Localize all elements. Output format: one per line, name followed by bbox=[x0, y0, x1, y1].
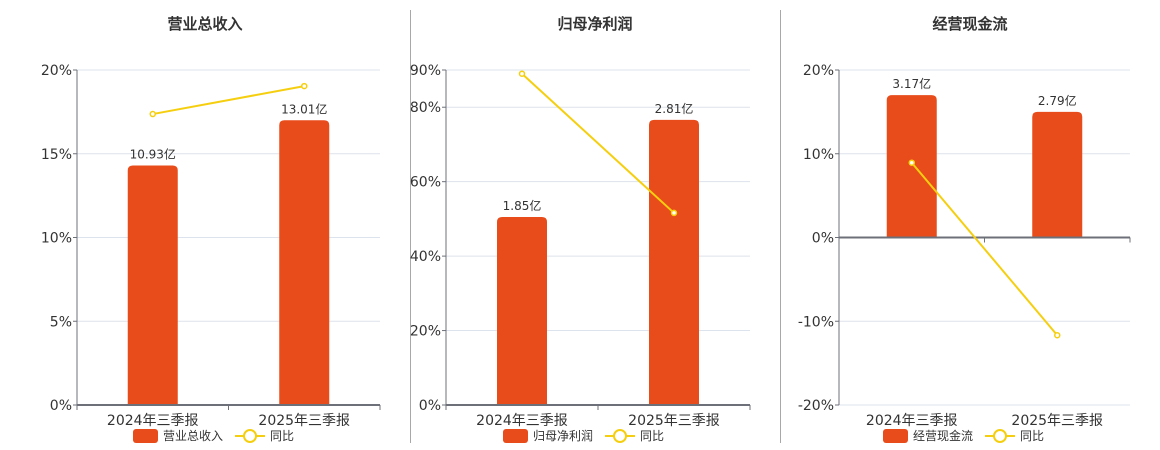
legend-label: 营业总收入 bbox=[163, 429, 224, 443]
y-tick-label: 0% bbox=[50, 398, 72, 414]
panel-divider-2 bbox=[780, 10, 781, 443]
x-tick-label: 2025年三季报 bbox=[1011, 413, 1103, 429]
legend-item-line[interactable]: 同比 bbox=[985, 427, 1044, 444]
x-tick-label: 2024年三季报 bbox=[107, 413, 199, 429]
bar[interactable] bbox=[127, 165, 178, 405]
bar-swatch-icon bbox=[883, 428, 908, 443]
legend-label: 经营现金流 bbox=[913, 429, 974, 443]
legend-item-line[interactable]: 同比 bbox=[605, 427, 664, 444]
x-tick-label: 2025年三季报 bbox=[258, 413, 350, 429]
y-tick-label: -10% bbox=[798, 314, 834, 330]
yoy-line bbox=[152, 85, 305, 116]
y-tick-label: -20% bbox=[798, 398, 834, 414]
yoy-line bbox=[521, 72, 675, 214]
chart-panel-net-profit: 归母净利润 bbox=[410, 0, 780, 450]
bar[interactable] bbox=[649, 119, 699, 405]
chart-legend-cash-flow[interactable]: 经营现金流 同比 bbox=[883, 427, 1050, 444]
yoy-point[interactable] bbox=[908, 159, 915, 166]
chart-title: 经营现金流 bbox=[932, 15, 1008, 33]
yoy-point[interactable] bbox=[670, 209, 678, 217]
panel-divider-1 bbox=[410, 10, 411, 443]
bar-swatch-icon bbox=[133, 428, 158, 443]
bar-value-label: 2.79亿 bbox=[1038, 93, 1077, 108]
chart-title: 营业总收入 bbox=[167, 15, 243, 33]
line-marker-icon bbox=[985, 428, 1016, 443]
y-tick-label: 20% bbox=[410, 324, 441, 340]
yoy-point[interactable] bbox=[301, 82, 308, 90]
y-tick-label: 10% bbox=[803, 147, 834, 163]
x-tick-label: 2024年三季报 bbox=[866, 413, 958, 429]
y-tick-label: 80% bbox=[410, 100, 441, 116]
legend-label: 归母净利润 bbox=[533, 429, 594, 443]
y-tick-label: 5% bbox=[50, 314, 72, 330]
yoy-point[interactable] bbox=[518, 70, 526, 77]
legend-label: 同比 bbox=[640, 429, 665, 443]
chart-title: 归母净利润 bbox=[557, 15, 633, 33]
yoy-point[interactable] bbox=[1054, 331, 1061, 339]
legend-item-line[interactable]: 同比 bbox=[235, 427, 294, 444]
legend-label: 同比 bbox=[1020, 429, 1045, 443]
line-marker-icon bbox=[235, 428, 266, 443]
y-tick-label: 10% bbox=[41, 231, 72, 247]
y-tick-label: 0% bbox=[812, 231, 834, 247]
bar[interactable] bbox=[1032, 111, 1083, 238]
yoy-point[interactable] bbox=[149, 110, 156, 118]
y-tick-label: 20% bbox=[803, 63, 834, 79]
y-tick-label: 40% bbox=[410, 249, 441, 265]
legend-label: 同比 bbox=[270, 429, 295, 443]
bar-value-label: 10.93亿 bbox=[130, 146, 176, 161]
x-tick-label: 2025年三季报 bbox=[628, 413, 720, 429]
y-tick-label: 0% bbox=[419, 398, 441, 414]
chart-legend-net-profit[interactable]: 归母净利润 同比 bbox=[503, 427, 670, 444]
y-tick-label: 90% bbox=[410, 63, 441, 79]
chart-panel-revenue: 营业总收入 bbox=[0, 0, 400, 450]
bar-value-label: 3.17亿 bbox=[892, 76, 931, 91]
y-tick-label: 60% bbox=[410, 175, 441, 191]
bar-swatch-icon bbox=[503, 428, 528, 443]
x-tick-label: 2024年三季报 bbox=[476, 413, 568, 429]
legend-item-bar[interactable]: 归母净利润 bbox=[503, 427, 593, 444]
y-tick-label: 15% bbox=[41, 147, 72, 163]
bar-value-label: 13.01亿 bbox=[281, 101, 327, 116]
bar-value-label: 2.81亿 bbox=[655, 101, 694, 116]
bar[interactable] bbox=[497, 217, 547, 405]
legend-item-bar[interactable]: 营业总收入 bbox=[133, 427, 223, 444]
y-tick-label: 20% bbox=[41, 63, 72, 79]
bar-value-label: 1.85亿 bbox=[503, 198, 542, 213]
legend-item-bar[interactable]: 经营现金流 bbox=[883, 427, 973, 444]
yoy-line bbox=[910, 162, 1059, 336]
line-marker-icon bbox=[605, 428, 636, 443]
bar[interactable] bbox=[279, 120, 330, 405]
chart-panel-cash-flow: 经营现金流 bbox=[780, 0, 1160, 450]
bar[interactable] bbox=[886, 95, 937, 238]
chart-legend-revenue[interactable]: 营业总收入 同比 bbox=[133, 427, 300, 444]
